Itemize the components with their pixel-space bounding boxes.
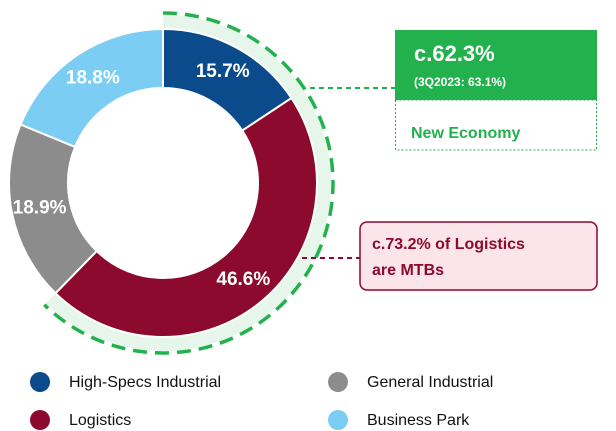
highlight-arc — [43, 11, 335, 355]
share-box — [395, 30, 597, 100]
legend-label: Logistics — [69, 412, 131, 429]
slice — [54, 96, 318, 338]
donut: 15.7% 46.6% 18.9% 18.8% — [8, 27, 318, 338]
legend: High-Specs Industrial Logistics General In… — [30, 372, 493, 430]
legend-swatch — [328, 372, 348, 392]
data-label: 15.7% — [196, 61, 250, 82]
legend-label: High-Specs Industrial — [69, 374, 221, 391]
share-value: c.62.3% — [414, 41, 495, 66]
note-text: are MTBs — [372, 262, 444, 279]
slice — [19, 27, 164, 149]
note-text: c.73.2% of Logistics — [372, 236, 525, 253]
share-previous: (3Q2023: 63.1%) — [414, 75, 506, 89]
legend-label: General Industrial — [367, 374, 493, 391]
data-label: 18.8% — [66, 67, 120, 88]
note-box — [359, 221, 598, 291]
data-label: 46.6% — [216, 269, 270, 290]
data-label: 18.9% — [13, 198, 67, 219]
share-label: New Economy — [411, 125, 520, 142]
legend-swatch — [30, 372, 50, 392]
legend-label: Business Park — [367, 412, 470, 429]
new-economy-highlight — [43, 11, 335, 355]
legend-swatch — [328, 410, 348, 430]
highlight-band — [45, 15, 332, 351]
label-box — [395, 99, 597, 151]
legend-swatch — [30, 410, 50, 430]
